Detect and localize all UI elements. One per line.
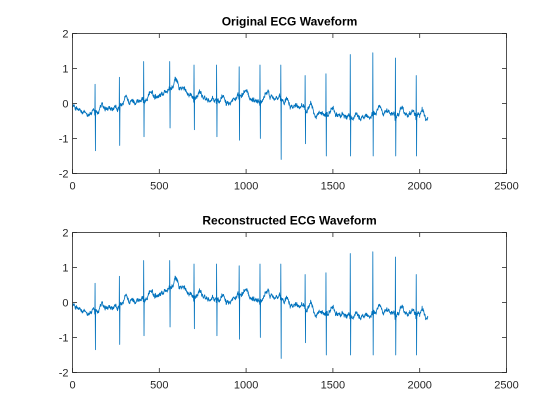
y-tick-label: 1 [62,64,68,76]
x-tick-label: 2000 [407,181,431,193]
x-tick-label: 1000 [234,181,258,193]
axes-box [72,33,507,174]
y-tick-label: 2 [62,228,68,240]
subplot-reconstructed: Reconstructed ECG Waveform 0 500 1000 1500 2… [59,214,519,392]
x-tick-label: 0 [69,181,75,193]
x-tick-label: 1500 [321,181,345,193]
y-tick-label: 0 [62,99,68,111]
chart-title: Reconstructed ECG Waveform [202,214,376,228]
x-tick-label: 2500 [494,380,518,392]
chart-title: Original ECG Waveform [222,15,358,29]
y-tick-label: 2 [62,29,68,41]
ecg-trace [72,251,429,359]
x-tick-label: 2500 [494,181,518,193]
ecg-trace [72,52,429,160]
y-tick-label: 0 [62,298,68,310]
y-tick-label: -1 [59,134,69,146]
axes-box [72,232,507,373]
axis-ticks: 0 500 1000 1500 2000 2500 -2 -1 0 1 2 [59,228,519,392]
x-tick-label: 500 [150,181,168,193]
waveform-series [72,52,429,160]
y-tick-label: -1 [59,333,69,345]
x-tick-label: 1500 [321,380,345,392]
x-tick-label: 0 [69,380,75,392]
y-tick-label: -2 [59,169,69,181]
subplot-original: Original ECG Waveform 0 500 1000 1500 2000 25… [59,15,519,193]
y-tick-label: -2 [59,368,69,380]
axis-ticks: 0 500 1000 1500 2000 2500 -2 -1 0 1 2 [59,29,519,193]
x-tick-label: 1000 [234,380,258,392]
waveform-series [72,251,429,359]
x-tick-label: 500 [150,380,168,392]
y-tick-label: 1 [62,263,68,275]
x-tick-label: 2000 [407,380,431,392]
